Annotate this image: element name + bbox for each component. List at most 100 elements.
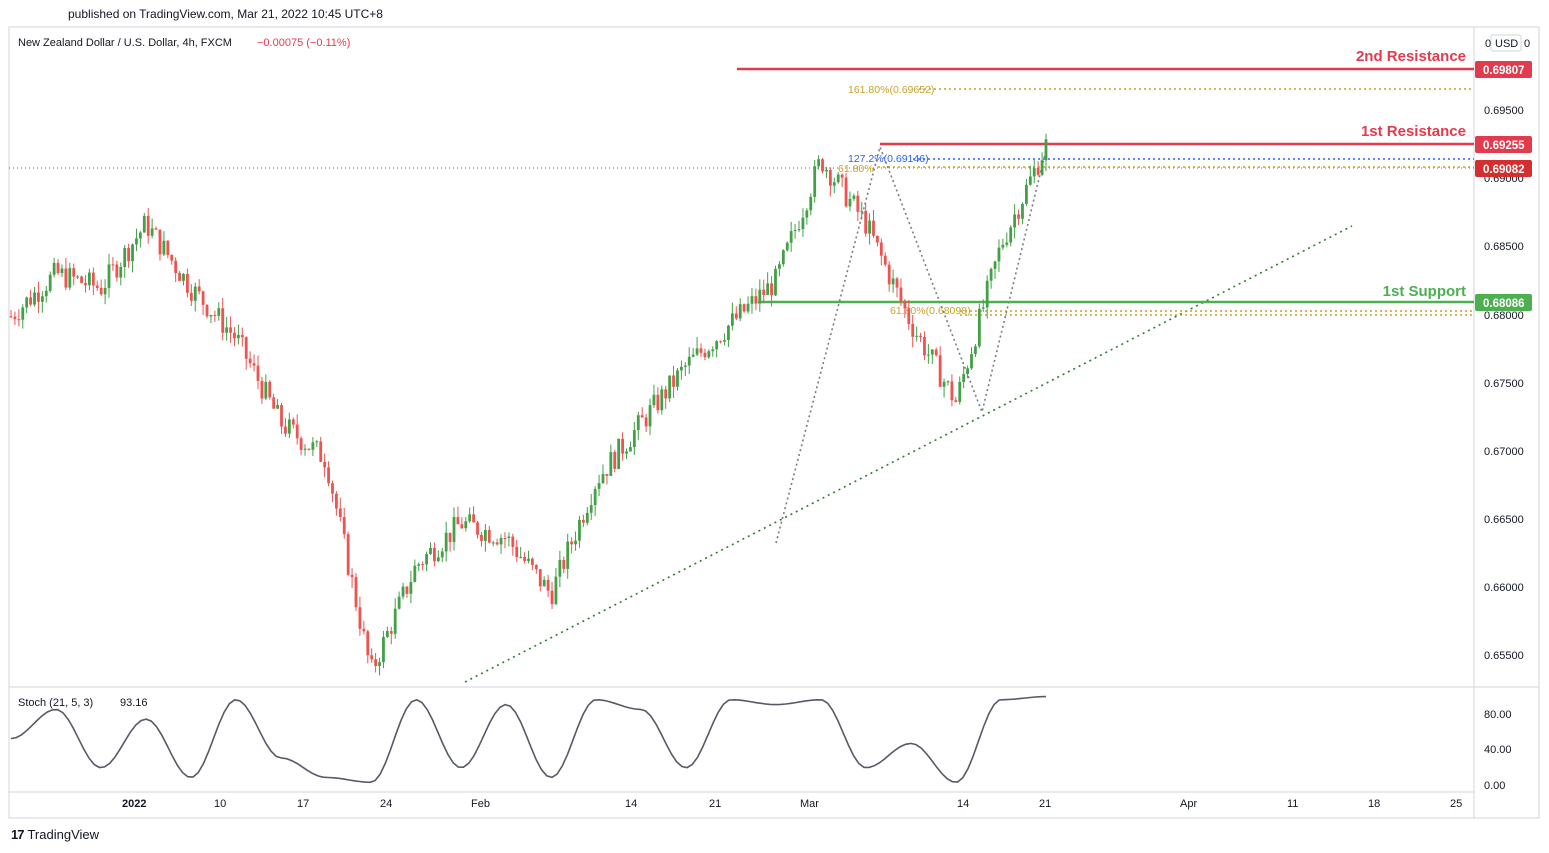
candle-body <box>503 538 507 540</box>
time-tick: 24 <box>380 798 392 810</box>
candle-body <box>825 169 828 172</box>
stoch-tick: 40.00 <box>1484 744 1512 756</box>
candle-body <box>864 210 868 234</box>
candle-body <box>37 292 40 302</box>
label-2nd-resistance: 2nd Resistance <box>1356 48 1466 65</box>
candle-body <box>162 240 166 255</box>
candle-body <box>715 341 719 350</box>
candle-body <box>417 564 421 566</box>
currency-box[interactable] <box>1490 34 1522 52</box>
candle-body <box>593 488 597 506</box>
candle-body <box>981 307 985 309</box>
candle-body <box>601 474 605 484</box>
candle-body <box>762 289 766 296</box>
candle-body <box>354 577 358 608</box>
candle-body <box>291 419 295 425</box>
candle-body <box>444 532 448 552</box>
candle-body <box>883 255 887 265</box>
candle-body <box>613 452 617 469</box>
candle-body <box>868 220 871 234</box>
candle-body <box>872 220 875 236</box>
candle-body <box>80 276 83 283</box>
tradingview-brand[interactable]: 17 TradingView <box>11 827 99 842</box>
tradingview-logo: 17 <box>11 827 25 842</box>
candle-body <box>711 349 715 352</box>
candle-body <box>750 296 754 304</box>
candle-body <box>138 232 142 239</box>
candle-body <box>719 341 723 343</box>
candle-body <box>142 215 146 233</box>
candle-body <box>785 242 789 251</box>
candle-body <box>483 529 487 541</box>
candle-body <box>538 569 542 587</box>
candle-body <box>425 554 428 565</box>
candle-body <box>311 442 315 450</box>
price-tick: 0.65500 <box>1484 650 1524 662</box>
candle-body <box>229 327 232 333</box>
candle-body <box>9 316 13 318</box>
candle-body <box>64 268 68 288</box>
candle-body <box>632 430 636 448</box>
symbol-title: New Zealand Dollar / U.S. Dollar, 4h, FX… <box>18 37 232 49</box>
candle-body <box>817 159 821 167</box>
candle-body <box>527 558 530 561</box>
tradingview-brand-text: TradingView <box>27 827 100 842</box>
candle-body <box>860 210 864 212</box>
candle-body <box>840 174 844 178</box>
candle-body <box>605 474 609 476</box>
candle-body <box>621 438 624 454</box>
candle-body <box>146 215 150 236</box>
candle-body <box>217 308 221 316</box>
candle-body <box>72 268 76 277</box>
candle-body <box>472 514 476 523</box>
candle-body <box>299 438 303 450</box>
candle-body <box>821 159 824 172</box>
candle-body <box>1024 184 1028 204</box>
candle-body <box>338 508 342 518</box>
fib-618-low-label: 61.80%(0.68098) <box>890 305 971 317</box>
symbol-change: −0.00075 (−0.11%) <box>257 37 350 49</box>
candle-body <box>989 268 993 281</box>
label-1st-resistance: 1st Resistance <box>1361 123 1466 140</box>
candle-body <box>1017 214 1020 219</box>
candle-body <box>550 590 554 605</box>
currency-label[interactable]: USD <box>1495 38 1518 50</box>
candle-body <box>189 292 193 301</box>
tag-1st-resistance <box>1475 136 1532 153</box>
candle-body <box>727 325 730 341</box>
candle-body <box>644 417 648 427</box>
candle-body <box>456 517 460 525</box>
candle-body <box>687 356 691 366</box>
candle-body <box>542 579 546 587</box>
candle-body <box>268 381 272 398</box>
candle-body <box>480 534 483 541</box>
candle-body <box>84 282 87 286</box>
candle-body <box>911 323 915 337</box>
candle-body <box>919 335 922 337</box>
candle-body <box>60 268 64 274</box>
candle-body <box>695 348 699 355</box>
price-tick: 0.69500 <box>1484 105 1524 117</box>
candle-body <box>1044 139 1048 161</box>
candle-body <box>127 248 131 262</box>
candle-body <box>946 381 950 383</box>
candle-body <box>950 381 954 401</box>
stoch-label: Stoch (21, 5, 3) <box>18 697 93 709</box>
candle-body <box>656 394 660 411</box>
fib-618-top-label: 61.80% <box>838 163 874 175</box>
candle-body <box>531 558 534 565</box>
candle-body <box>346 534 350 575</box>
candle-body <box>385 631 389 637</box>
candle-body <box>131 244 134 262</box>
candle-body <box>926 354 930 356</box>
candle-body <box>256 365 260 381</box>
candle-body <box>570 541 574 545</box>
candle-body <box>233 332 236 339</box>
candle-body <box>523 556 526 561</box>
candle-body <box>197 286 201 292</box>
candle-body <box>240 334 244 338</box>
candle-body <box>954 400 958 402</box>
candle-body <box>56 262 60 274</box>
candle-body <box>40 296 44 302</box>
